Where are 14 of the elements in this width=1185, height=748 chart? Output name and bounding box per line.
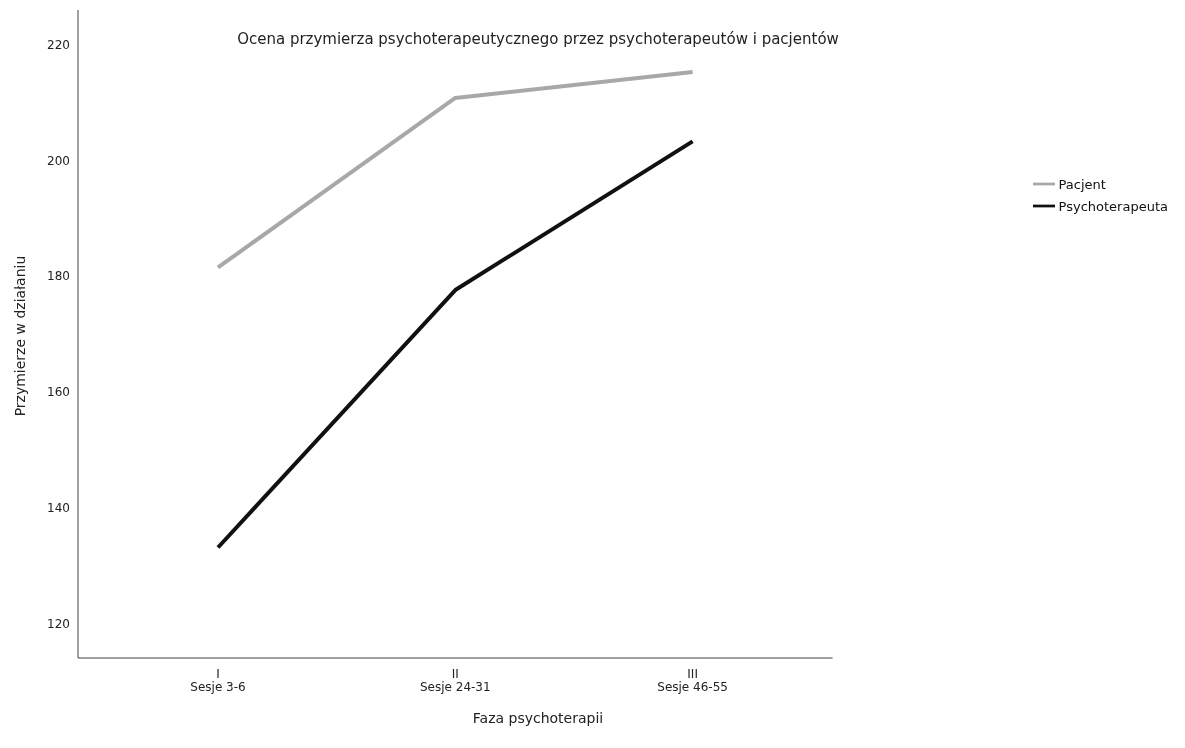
- x-tick-label: I Sesje 3-6: [190, 667, 246, 694]
- x-tick-label: III Sesje 46-55: [657, 667, 728, 694]
- x-tick-label: II Sesje 24-31: [419, 667, 491, 694]
- y-tick-label: 120: [47, 616, 70, 631]
- y-tick-label: 140: [47, 500, 70, 515]
- y-tick-label: 220: [47, 37, 70, 52]
- legend-label: Psychoterapeuta: [1058, 198, 1168, 214]
- text: Ocena przymierza psychoterapeutycznego przez psychoterapeutów i pacjentów: [236, 30, 840, 48]
- y-axis-title: Przymierze w działaniu: [12, 254, 28, 419]
- x-axis-title: Faza psychoterapii: [471, 710, 605, 726]
- y-tick-label: 160: [47, 385, 70, 400]
- legend-label: Pacjent: [1058, 176, 1106, 192]
- y-tick-label: 180: [47, 269, 70, 284]
- y-tick-label: 200: [47, 153, 70, 168]
